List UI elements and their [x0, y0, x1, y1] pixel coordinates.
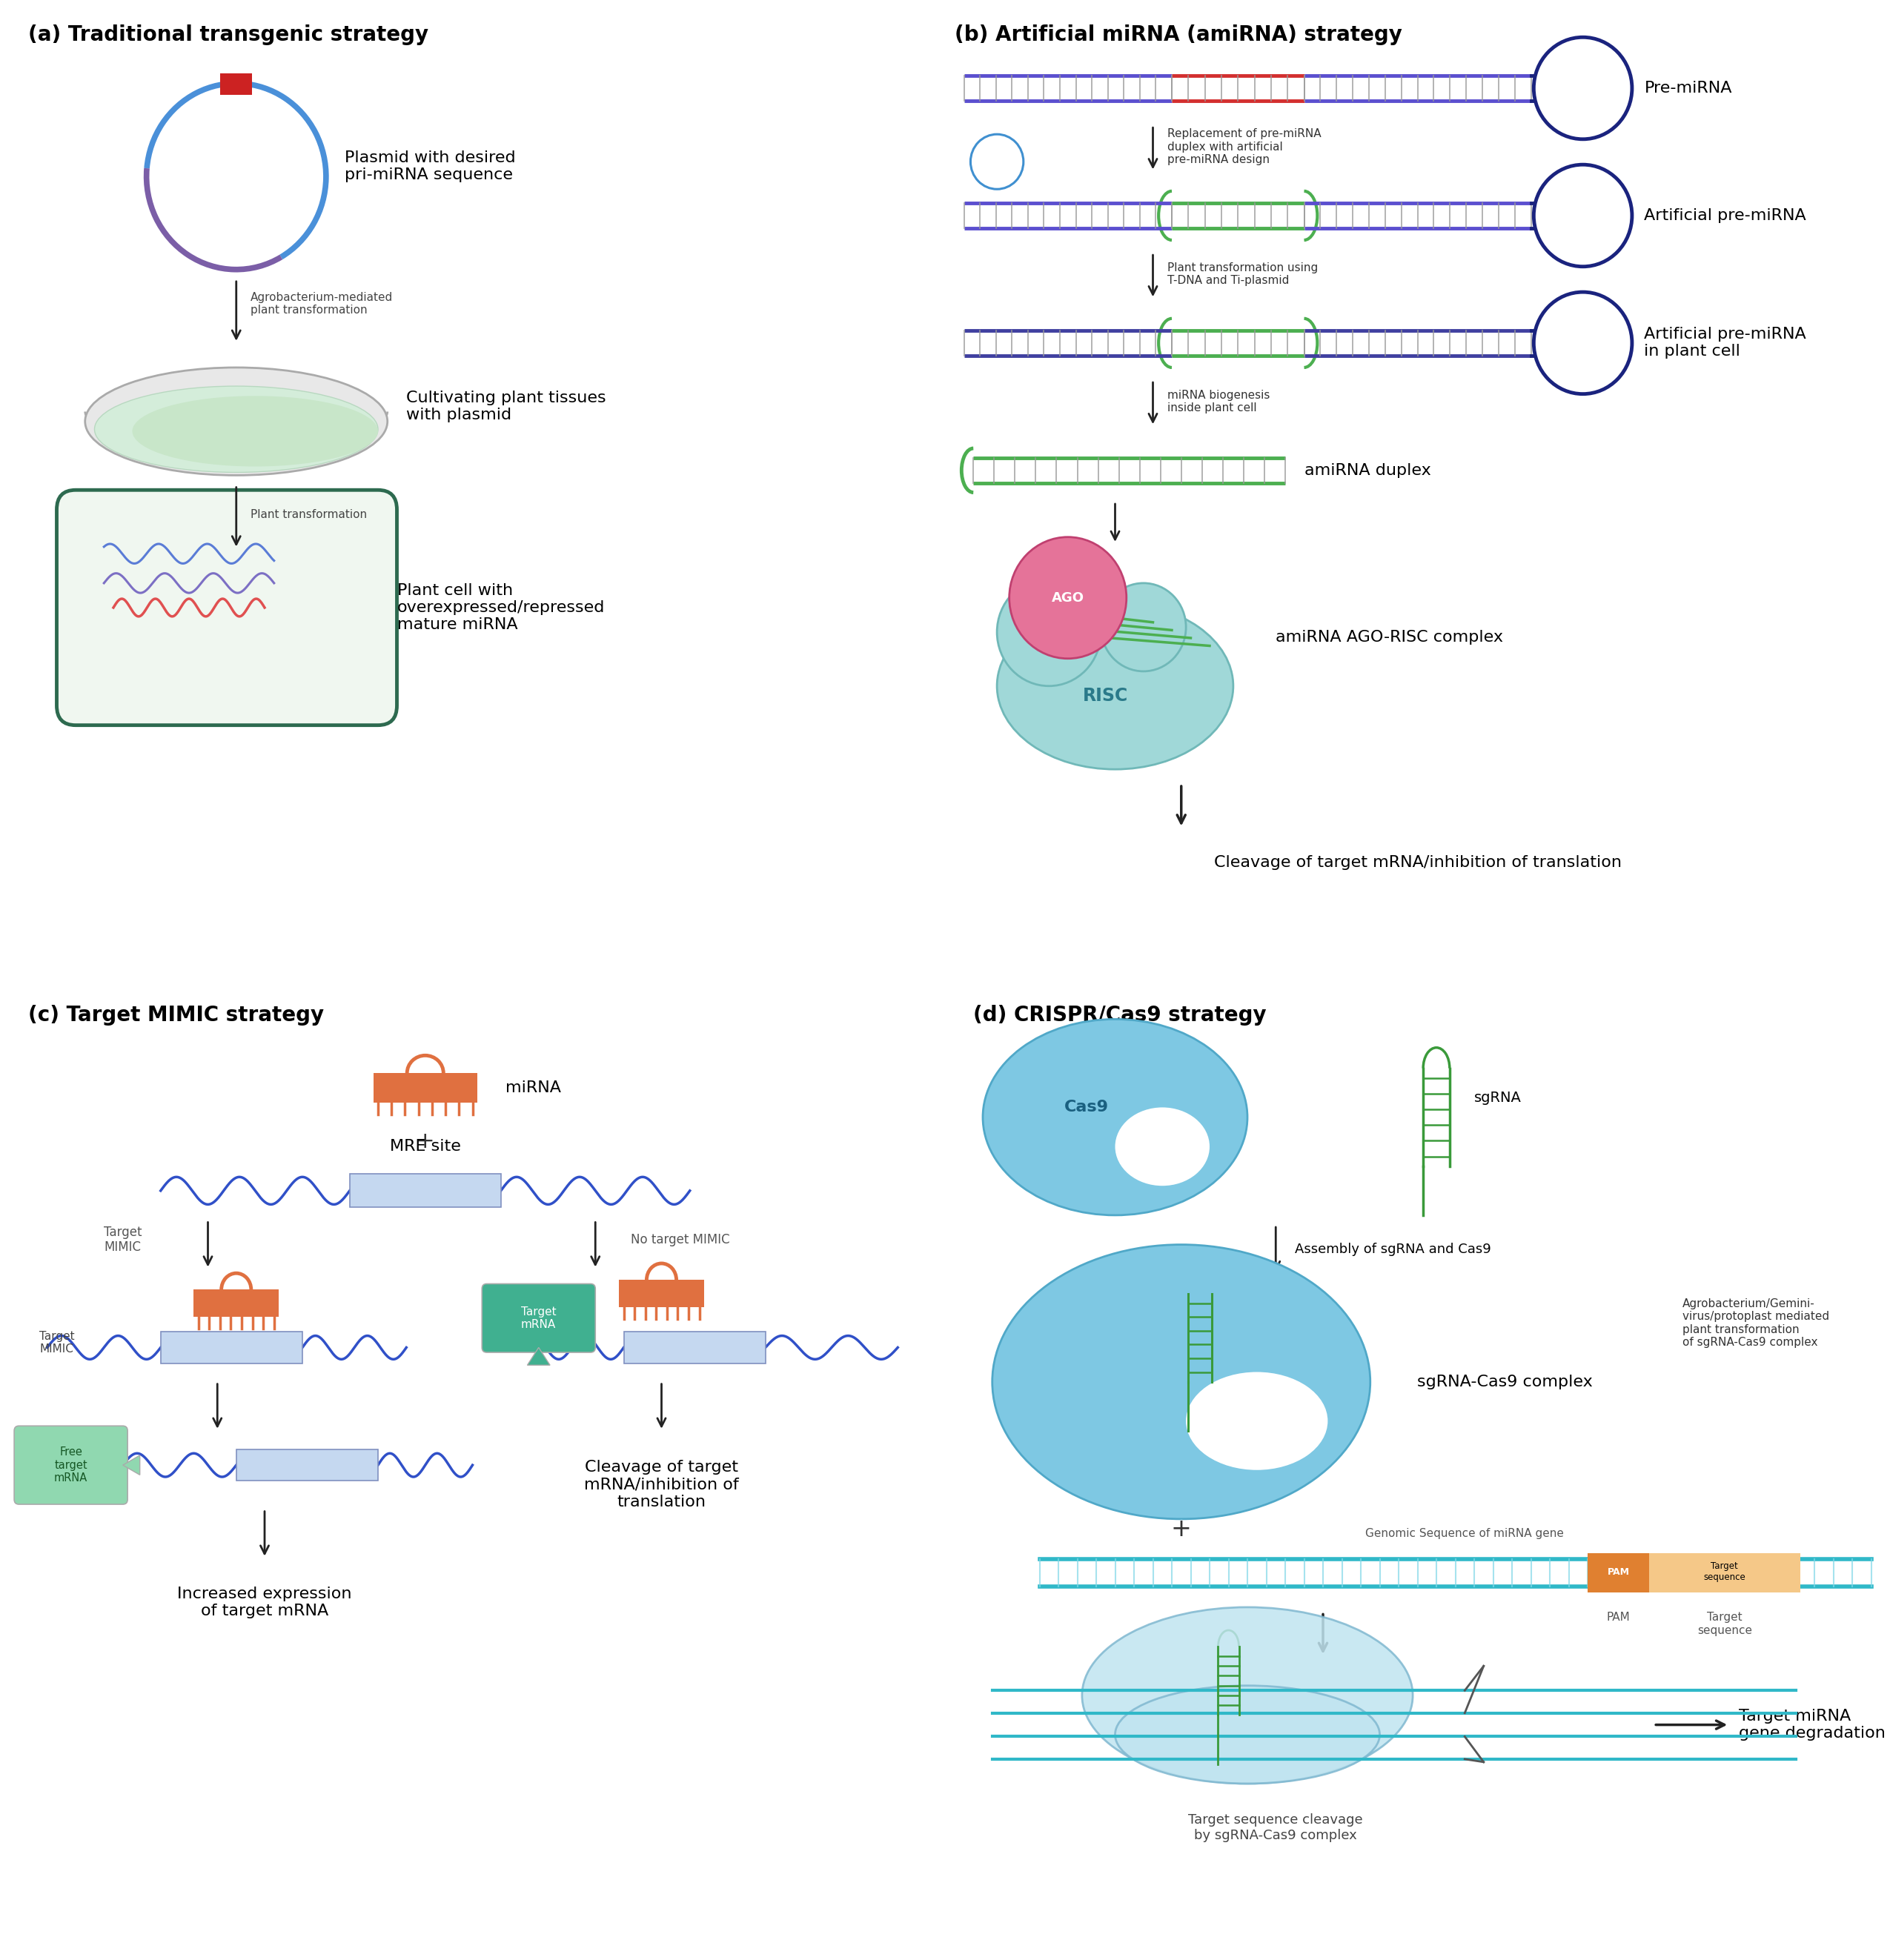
Text: amiRNA duplex: amiRNA duplex	[1304, 463, 1431, 478]
Text: miRNA: miRNA	[507, 1080, 561, 1096]
Ellipse shape	[1115, 1686, 1380, 1784]
Text: Plasmid with desired
pri-miRNA sequence: Plasmid with desired pri-miRNA sequence	[344, 151, 516, 182]
Text: Cleavage of target mRNA/inhibition of translation: Cleavage of target mRNA/inhibition of tr…	[1213, 855, 1622, 870]
Text: Plant transformation using
T-DNA and Ti-plasmid: Plant transformation using T-DNA and Ti-…	[1166, 263, 1317, 286]
Text: Free
target
mRNA: Free target mRNA	[55, 1446, 87, 1484]
Circle shape	[1533, 292, 1633, 394]
Circle shape	[1533, 37, 1633, 139]
Circle shape	[971, 133, 1024, 190]
Text: Target
sequence: Target sequence	[1703, 1562, 1746, 1582]
Bar	[1588, 1552, 1648, 1592]
Text: amiRNA AGO-RISC complex: amiRNA AGO-RISC complex	[1276, 629, 1503, 645]
Text: RISC: RISC	[1083, 686, 1128, 706]
Text: (a) Traditional transgenic strategy: (a) Traditional transgenic strategy	[28, 24, 429, 45]
FancyBboxPatch shape	[13, 1427, 127, 1505]
Text: Target
MIMIC: Target MIMIC	[40, 1331, 74, 1354]
Ellipse shape	[1081, 1607, 1412, 1784]
Ellipse shape	[94, 386, 378, 472]
Circle shape	[998, 578, 1100, 686]
Text: (b) Artificial miRNA (amiRNA) strategy: (b) Artificial miRNA (amiRNA) strategy	[954, 24, 1402, 45]
Ellipse shape	[992, 1245, 1370, 1519]
Ellipse shape	[1187, 1372, 1327, 1470]
Circle shape	[1533, 165, 1633, 267]
Text: sgRNA: sgRNA	[1474, 1090, 1521, 1105]
Polygon shape	[123, 1454, 140, 1474]
Text: Plant cell with
overexpressed/repressed
mature miRNA: Plant cell with overexpressed/repressed …	[397, 582, 605, 633]
Bar	[624, 1333, 765, 1364]
Text: Cas9: Cas9	[1064, 1100, 1109, 1115]
Bar	[193, 1290, 280, 1317]
Bar	[161, 1333, 302, 1364]
FancyBboxPatch shape	[57, 490, 397, 725]
Polygon shape	[527, 1348, 550, 1364]
Text: AGO: AGO	[1051, 592, 1085, 604]
Text: Target miRNA
gene degradation: Target miRNA gene degradation	[1739, 1709, 1886, 1740]
Circle shape	[1009, 537, 1126, 659]
Text: Cleavage of target
mRNA/inhibition of
translation: Cleavage of target mRNA/inhibition of tr…	[584, 1460, 739, 1509]
Circle shape	[1100, 582, 1187, 670]
Ellipse shape	[85, 368, 387, 476]
Text: miRNA biogenesis
inside plant cell: miRNA biogenesis inside plant cell	[1166, 390, 1270, 414]
Text: Target
MIMIC: Target MIMIC	[104, 1225, 142, 1254]
Ellipse shape	[998, 604, 1232, 770]
Text: Replacement of pre-miRNA
duplex with artificial
pre-miRNA design: Replacement of pre-miRNA duplex with art…	[1166, 129, 1321, 165]
Text: Agrobacterium/Gemini-
virus/protoplast mediated
plant transformation
of sgRNA-Ca: Agrobacterium/Gemini- virus/protoplast m…	[1682, 1298, 1830, 1348]
Bar	[372, 1072, 476, 1102]
Bar	[219, 73, 251, 96]
Bar	[1648, 1552, 1799, 1592]
Text: (d) CRISPR/Cas9 strategy: (d) CRISPR/Cas9 strategy	[973, 1004, 1266, 1025]
Ellipse shape	[983, 1019, 1247, 1215]
Text: Target
sequence: Target sequence	[1697, 1611, 1752, 1637]
Text: Target sequence cleavage
by sgRNA-Cas9 complex: Target sequence cleavage by sgRNA-Cas9 c…	[1189, 1813, 1363, 1842]
Ellipse shape	[132, 396, 378, 466]
Text: No target MIMIC: No target MIMIC	[631, 1233, 730, 1247]
Text: Plant transformation: Plant transformation	[249, 510, 367, 519]
Text: Cultivating plant tissues
with plasmid: Cultivating plant tissues with plasmid	[406, 390, 607, 423]
Text: (c) Target MIMIC strategy: (c) Target MIMIC strategy	[28, 1004, 325, 1025]
Text: Genomic Sequence of miRNA gene: Genomic Sequence of miRNA gene	[1365, 1529, 1565, 1539]
Text: Artificial pre-miRNA
in plant cell: Artificial pre-miRNA in plant cell	[1644, 327, 1807, 359]
Bar	[236, 1450, 378, 1482]
Text: +: +	[1172, 1517, 1191, 1541]
Ellipse shape	[1115, 1107, 1210, 1186]
Text: PAM: PAM	[1606, 1568, 1629, 1576]
Bar	[620, 1280, 703, 1307]
Text: MRE site: MRE site	[389, 1139, 461, 1154]
Text: PAM: PAM	[1606, 1611, 1629, 1623]
Text: Assembly of sgRNA and Cas9: Assembly of sgRNA and Cas9	[1295, 1243, 1491, 1256]
Text: Increased expression
of target mRNA: Increased expression of target mRNA	[178, 1586, 352, 1619]
Text: Pre-miRNA: Pre-miRNA	[1644, 80, 1731, 96]
Text: Agrobacterium-mediated
plant transformation: Agrobacterium-mediated plant transformat…	[249, 292, 393, 316]
Text: Target
mRNA: Target mRNA	[522, 1305, 556, 1331]
FancyBboxPatch shape	[482, 1284, 595, 1352]
Text: sgRNA-Cas9 complex: sgRNA-Cas9 complex	[1418, 1374, 1593, 1390]
Text: Artificial pre-miRNA: Artificial pre-miRNA	[1644, 208, 1807, 223]
Text: +: +	[416, 1131, 435, 1152]
Bar	[350, 1174, 501, 1207]
